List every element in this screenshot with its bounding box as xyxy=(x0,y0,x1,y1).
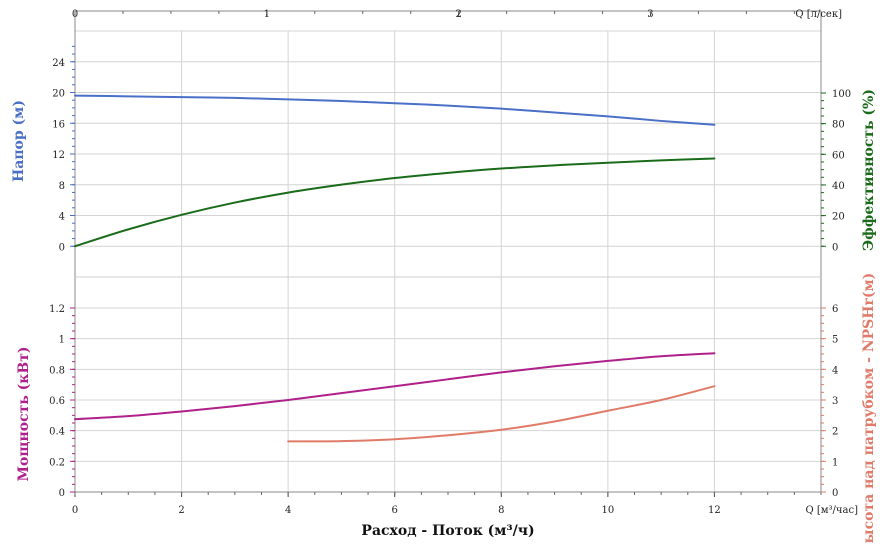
label-layer: Q [л/сек] Q [м³/час] Расход - Поток (м³/… xyxy=(11,9,877,544)
grid-layer xyxy=(74,30,822,493)
npshr-tick-label: 4 xyxy=(832,365,838,376)
x-tick-label: 10 xyxy=(601,505,614,516)
chart-frame xyxy=(74,10,822,493)
x-axis-title: Расход - Поток (м³/ч) xyxy=(361,523,534,539)
top-tick-label: 2 xyxy=(455,9,461,20)
npshr-tick-label: 0 xyxy=(832,488,838,499)
power-tick-label: 1.2 xyxy=(49,304,65,315)
head-axis-title: Напор (м) xyxy=(11,100,27,182)
efficiency-tick-label: 20 xyxy=(832,212,845,223)
efficiency-axis-title: Эффективность (%) xyxy=(861,89,877,251)
x-tick-label: 2 xyxy=(178,505,184,516)
npshr-axis-title: Высота над патрубком - NPSHr(м) xyxy=(861,273,877,544)
x-tick-label: 12 xyxy=(708,505,721,516)
head-tick-label: 16 xyxy=(52,119,65,130)
head-tick-label: 4 xyxy=(59,212,65,223)
power-tick-label: 0 xyxy=(59,488,65,499)
x-tick-label: 4 xyxy=(285,505,291,516)
head-tick-label: 0 xyxy=(59,242,65,253)
npshr-tick-label: 5 xyxy=(832,335,838,346)
x-tick-label: 6 xyxy=(392,505,398,516)
tick-layer: 0 2 4 6 8 10 120 1 2 30481216202402040608010000.2… xyxy=(49,9,851,516)
power-tick-label: 0.6 xyxy=(49,396,65,407)
head-tick-label: 8 xyxy=(59,181,65,192)
x-tick-label: 8 xyxy=(498,505,504,516)
head-curve xyxy=(74,94,716,126)
power-tick-label: 1 xyxy=(59,335,65,346)
efficiency-tick-label: 80 xyxy=(832,120,845,131)
bottom-axis-unit-label: Q [м³/час] xyxy=(805,505,858,516)
power-axis-title: Мощность (кВт) xyxy=(16,346,32,481)
top-tick-label: 0 xyxy=(72,9,78,20)
top-tick-label: 3 xyxy=(647,9,653,20)
head-tick-label: 24 xyxy=(52,58,65,69)
series-layer xyxy=(74,94,716,443)
npshr-tick-label: 6 xyxy=(832,304,838,315)
npshr-curve xyxy=(287,385,716,443)
power-tick-label: 0.4 xyxy=(49,427,65,438)
top-axis-unit-label: Q [л/сек] xyxy=(795,9,842,20)
npshr-tick-label: 3 xyxy=(832,396,838,407)
efficiency-tick-label: 40 xyxy=(832,181,845,192)
efficiency-curve xyxy=(74,157,716,248)
efficiency-tick-label: 100 xyxy=(832,89,851,100)
npshr-tick-label: 2 xyxy=(832,427,838,438)
head-tick-label: 12 xyxy=(52,150,65,161)
efficiency-tick-label: 0 xyxy=(832,242,838,253)
power-tick-label: 0.2 xyxy=(49,457,65,468)
power-curve xyxy=(74,352,716,421)
x-tick-label: 0 xyxy=(72,505,78,516)
head-tick-label: 20 xyxy=(52,89,65,100)
top-tick-label: 1 xyxy=(264,9,270,20)
npshr-tick-label: 1 xyxy=(832,457,838,468)
efficiency-tick-label: 60 xyxy=(832,150,845,161)
power-tick-label: 0.8 xyxy=(49,365,65,376)
